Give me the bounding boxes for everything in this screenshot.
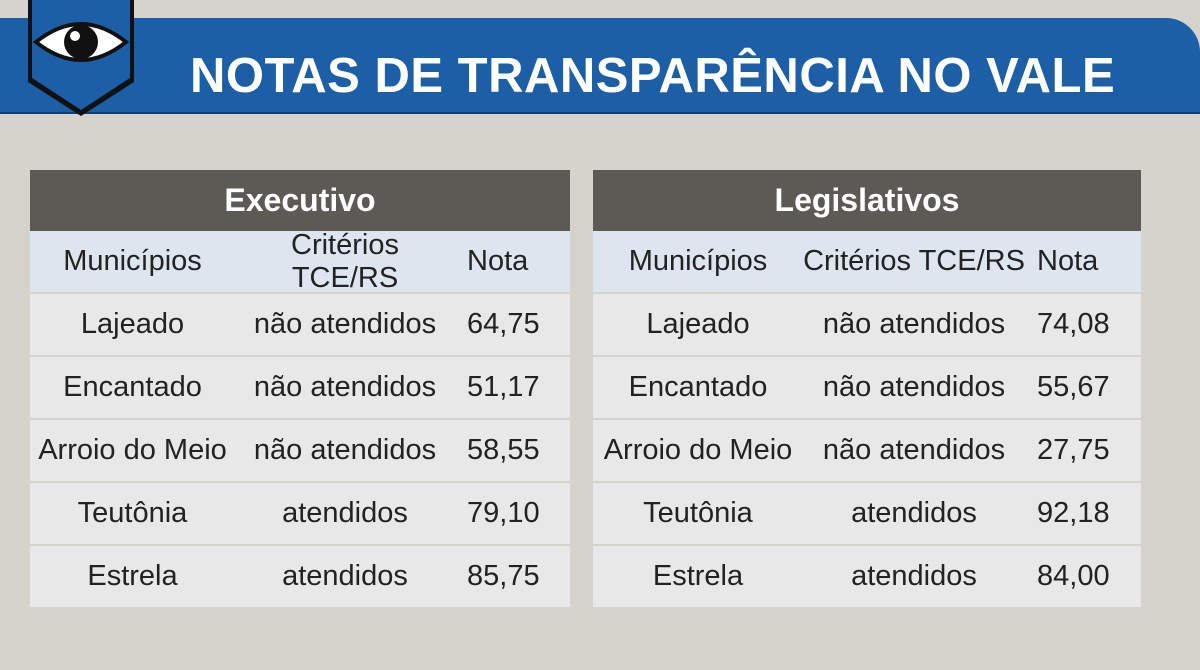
cell-criterios: não atendidos <box>822 371 1006 403</box>
table-row: Encantado não atendidos 55,67 <box>593 357 1141 418</box>
table-row: Lajeado não atendidos 64,75 <box>30 294 570 355</box>
column-header-row: Municípios Critérios TCE/RS Nota <box>593 231 1141 292</box>
eye-icon <box>28 0 134 116</box>
cell-criterios: não atendidos <box>822 434 1006 466</box>
table-row: Lajeado não atendidos 74,08 <box>593 294 1141 355</box>
column-header-nota: Nota <box>467 245 529 277</box>
cell-criterios: não atendidos <box>822 308 1006 340</box>
table-row: Encantado não atendidos 51,17 <box>30 357 570 418</box>
legislativos-table: Legislativos Municípios Critérios TCE/RS… <box>593 170 1141 607</box>
cell-nota: 58,55 <box>467 434 540 466</box>
cell-criterios: não atendidos <box>253 371 437 403</box>
cell-criterios: atendidos <box>851 497 977 529</box>
cell-municipio: Estrela <box>652 560 744 592</box>
column-header-municipios: Municípios <box>63 245 202 277</box>
cell-municipio: Lajeado <box>80 308 185 340</box>
cell-municipio: Lajeado <box>646 308 750 340</box>
page-title: NOTAS DE TRANSPARÊNCIA NO VALE <box>190 49 1116 103</box>
column-header-row: Municípios Critérios TCE/RS Nota <box>30 228 570 294</box>
executivo-table: Executivo Municípios Critérios TCE/RS No… <box>30 170 570 607</box>
cell-nota: 51,17 <box>467 371 540 403</box>
column-header-criterios: Critérios TCE/RS <box>803 245 1025 277</box>
cell-municipio: Teutônia <box>643 497 753 529</box>
column-header-nota: Nota <box>1037 245 1099 277</box>
cell-nota: 55,67 <box>1037 371 1110 403</box>
cell-nota: 74,08 <box>1037 308 1110 340</box>
cell-nota: 79,10 <box>467 497 540 529</box>
cell-municipio: Estrela <box>87 560 178 592</box>
cell-criterios: atendidos <box>851 560 977 592</box>
cell-municipio: Arroio do Meio <box>38 434 227 466</box>
cell-criterios: atendidos <box>282 497 408 529</box>
legislativos-table-title: Legislativos <box>593 170 1141 231</box>
column-header-criterios: Critérios TCE/RS <box>291 228 399 294</box>
cell-nota: 64,75 <box>467 308 540 340</box>
title-banner: NOTAS DE TRANSPARÊNCIA NO VALE <box>0 18 1200 114</box>
cell-municipio: Arroio do Meio <box>603 434 793 466</box>
column-header-municipios: Municípios <box>628 245 768 277</box>
cell-municipio: Encantado <box>628 371 768 403</box>
cell-nota: 27,75 <box>1037 434 1110 466</box>
table-row: Arroio do Meio não atendidos 58,55 <box>30 420 570 481</box>
cell-criterios: não atendidos <box>253 308 437 340</box>
table-row: Teutônia atendidos 92,18 <box>593 483 1141 544</box>
table-row: Teutônia atendidos 79,10 <box>30 483 570 544</box>
cell-nota: 92,18 <box>1037 497 1110 529</box>
table-row: Estrela atendidos 85,75 <box>30 546 570 607</box>
table-row: Arroio do Meio não atendidos 27,75 <box>593 420 1141 481</box>
cell-municipio: Encantado <box>63 371 202 403</box>
cell-criterios: atendidos <box>282 560 408 592</box>
table-row: Estrela atendidos 84,00 <box>593 546 1141 607</box>
cell-nota: 85,75 <box>467 560 540 592</box>
executivo-table-title: Executivo <box>30 170 570 231</box>
cell-criterios: não atendidos <box>253 434 437 466</box>
cell-nota: 84,00 <box>1037 560 1110 592</box>
cell-municipio: Teutônia <box>77 497 188 529</box>
